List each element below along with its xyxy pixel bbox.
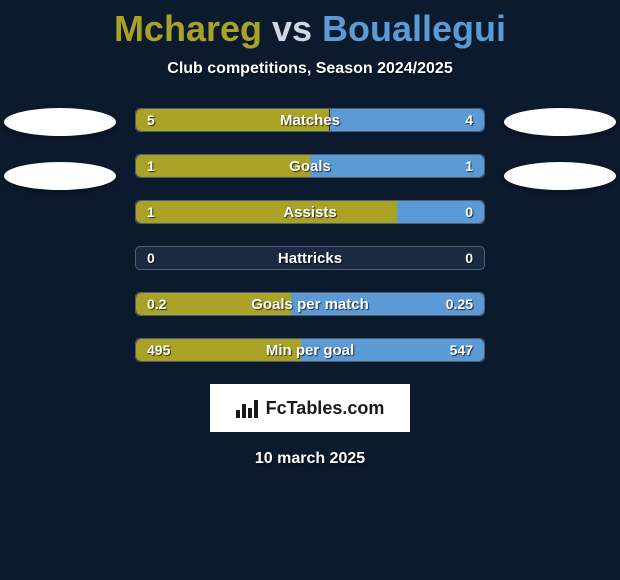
fctables-icon	[236, 398, 260, 418]
stat-label: Goals per match	[135, 292, 485, 316]
stat-label: Matches	[135, 108, 485, 132]
stat-label: Assists	[135, 200, 485, 224]
stat-row: 54Matches	[135, 108, 485, 132]
stat-row: 0.20.25Goals per match	[135, 292, 485, 316]
stat-row: 495547Min per goal	[135, 338, 485, 362]
stat-label: Hattricks	[135, 246, 485, 270]
stat-row: 11Goals	[135, 154, 485, 178]
logo-badge: FcTables.com	[210, 384, 410, 432]
stat-label: Goals	[135, 154, 485, 178]
logo-text: FcTables.com	[266, 398, 385, 419]
left-player-marker	[4, 108, 116, 136]
right-player-marker	[504, 108, 616, 136]
title-right-player: Bouallegui	[322, 8, 506, 49]
left-player-marker	[4, 162, 116, 190]
right-player-marker	[504, 162, 616, 190]
title-vs: vs	[262, 8, 322, 49]
stat-row: 10Assists	[135, 200, 485, 224]
stat-row: 00Hattricks	[135, 246, 485, 270]
title-left-player: Mchareg	[114, 8, 262, 49]
subtitle: Club competitions, Season 2024/2025	[0, 60, 620, 78]
date-label: 10 march 2025	[0, 450, 620, 468]
stat-label: Min per goal	[135, 338, 485, 362]
comparison-chart: 54Matches 11Goals 10Assists 00Hattricks 0.20…	[0, 108, 620, 362]
page-title: Mchareg vs Bouallegui	[0, 0, 620, 50]
